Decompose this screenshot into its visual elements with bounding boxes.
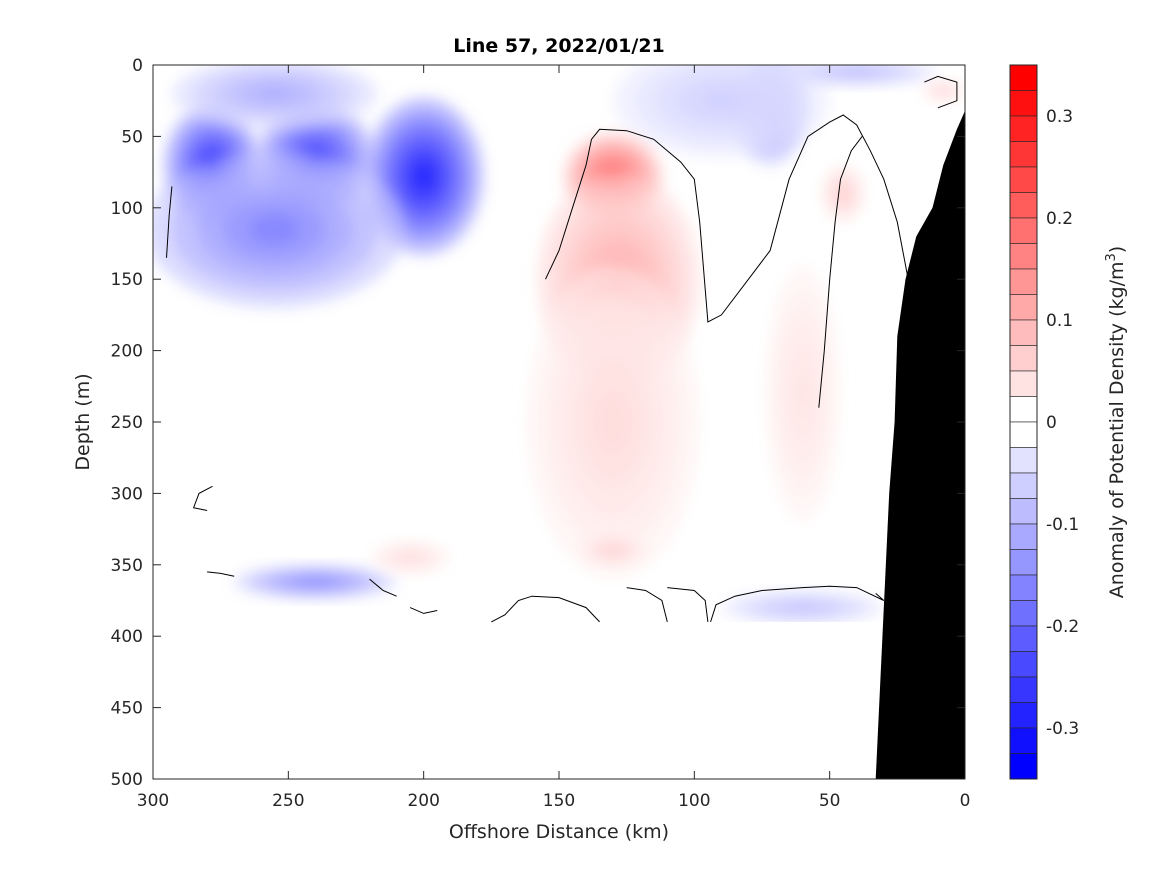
anomaly-negative-2 xyxy=(364,97,484,255)
colorbar-level-7 xyxy=(1009,243,1038,270)
colorbar-title-close: ) xyxy=(1106,246,1128,253)
colorbar-tick-label-5: -0.2 xyxy=(1046,617,1079,637)
anomaly-negative-3 xyxy=(153,150,405,308)
colorbar-level-22 xyxy=(1009,625,1038,652)
zero-contour-7 xyxy=(626,587,668,623)
anomaly-field xyxy=(153,65,965,622)
colorbar-level-19 xyxy=(1009,549,1038,576)
colorbar-level-21 xyxy=(1009,600,1038,627)
colorbar-frame xyxy=(1009,64,1038,780)
colorbar-level-25 xyxy=(1009,702,1038,729)
x-tick-label-250: 250 xyxy=(272,791,304,811)
x-axis: 300 250 200 150 100 50 0 xyxy=(137,65,971,811)
y-tick-label-450: 450 xyxy=(111,699,143,719)
x-tick-label-150: 150 xyxy=(543,791,575,811)
zero-contour-8 xyxy=(667,587,709,622)
y-tick-label-100: 100 xyxy=(111,199,143,219)
colorbar-level-10 xyxy=(1009,319,1038,346)
colorbar: 0.3 0.2 0.1 0 -0.1 -0.2 -0.3 Anomaly of Potent… xyxy=(1009,64,1128,780)
colorbar-level-16 xyxy=(1009,472,1038,499)
colorbar-level-26 xyxy=(1009,727,1038,754)
colorbar-level-5 xyxy=(1009,192,1038,219)
anomaly-positive-14 xyxy=(821,164,865,223)
colorbar-level-8 xyxy=(1009,268,1038,295)
zero-contour-1 xyxy=(166,186,173,258)
colorbar-level-14 xyxy=(1009,421,1038,448)
colorbar-tick-label-6: -0.3 xyxy=(1046,719,1079,739)
zero-contour-0 xyxy=(545,114,925,380)
anomaly-positive-15 xyxy=(764,264,841,522)
x-tick-label-200: 200 xyxy=(407,791,439,811)
y-tick-label-200: 200 xyxy=(111,342,143,362)
colorbar-title-exponent: 3 xyxy=(1104,253,1119,261)
y-tick-label-50: 50 xyxy=(121,127,143,147)
colorbar-level-15 xyxy=(1009,447,1038,474)
anomaly-positive-16 xyxy=(921,79,965,103)
anomaly-negative-8 xyxy=(721,590,884,622)
colorbar-level-2 xyxy=(1009,115,1038,142)
zero-contour-2 xyxy=(818,136,863,408)
colorbar-level-17 xyxy=(1009,498,1038,525)
x-tick-label-100: 100 xyxy=(678,791,710,811)
anomaly-negative-4 xyxy=(171,65,378,130)
plot-area: 300 250 200 150 100 50 0 050100150200250300350… xyxy=(111,56,971,811)
y-tick-label-300: 300 xyxy=(111,484,143,504)
colorbar-level-11 xyxy=(1009,345,1038,372)
zero-contour-9 xyxy=(369,578,397,597)
x-axis-title: Offshore Distance (km) xyxy=(449,821,669,843)
colorbar-title: Anomaly of Potential Density (kg/m3) xyxy=(1104,246,1128,598)
y-tick-label-0: 0 xyxy=(132,56,143,76)
y-tick-label-500: 500 xyxy=(111,770,143,790)
anomaly-positive-17 xyxy=(369,540,451,575)
anomaly-negative-7 xyxy=(234,564,397,600)
zero-contour-3 xyxy=(924,75,958,109)
colorbar-level-1 xyxy=(1009,90,1038,117)
colorbar-tick-label-0: 0.3 xyxy=(1046,107,1073,127)
zero-contour-11 xyxy=(710,585,885,623)
x-tick-label-50: 50 xyxy=(819,791,841,811)
anomaly-positive-12 xyxy=(526,264,700,580)
colorbar-tick-label-3: 0 xyxy=(1046,413,1057,433)
colorbar-level-3 xyxy=(1009,141,1038,168)
y-tick-label-400: 400 xyxy=(111,627,143,647)
colorbar-level-13 xyxy=(1009,396,1038,423)
colorbar-tick-label-1: 0.2 xyxy=(1046,209,1073,229)
zero-contour-6 xyxy=(491,595,600,623)
zero-contours xyxy=(166,75,958,623)
colorbar-level-6 xyxy=(1009,217,1038,244)
colorbar-level-4 xyxy=(1009,166,1038,193)
colorbar-level-24 xyxy=(1009,676,1038,703)
colorbar-level-9 xyxy=(1009,294,1038,321)
anomaly-negative-6 xyxy=(613,65,830,158)
colorbar-level-23 xyxy=(1009,651,1038,678)
anomaly-positive-13 xyxy=(580,536,646,565)
colorbar-levels xyxy=(1009,64,1038,780)
y-tick-label-150: 150 xyxy=(111,270,143,290)
colorbar-level-12 xyxy=(1009,370,1038,397)
zero-contour-4 xyxy=(192,485,213,511)
zero-contour-10 xyxy=(409,607,438,614)
y-tick-label-250: 250 xyxy=(111,413,143,433)
colorbar-level-27 xyxy=(1009,753,1038,780)
y-axis-title: Depth (m) xyxy=(72,373,94,470)
x-tick-label-300: 300 xyxy=(137,791,169,811)
y-tick-label-350: 350 xyxy=(111,556,143,576)
colorbar-tick-label-2: 0.1 xyxy=(1046,311,1073,331)
colorbar-level-20 xyxy=(1009,574,1038,601)
colorbar-level-0 xyxy=(1009,64,1038,91)
anomaly-negative-9 xyxy=(775,65,938,87)
chart-title: Line 57, 2022/01/21 xyxy=(453,35,665,57)
colorbar-title-text: Anomaly of Potential Density (kg/m xyxy=(1106,262,1128,599)
x-tick-label-0: 0 xyxy=(960,791,971,811)
bathymetry-seafloor xyxy=(875,110,965,779)
colorbar-tick-label-4: -0.1 xyxy=(1046,515,1079,535)
colorbar-ticks: 0.3 0.2 0.1 0 -0.1 -0.2 -0.3 xyxy=(1046,107,1079,739)
y-axis: 0 50 100 150 200 250 300 350 400 450 500 xyxy=(111,56,965,790)
zero-contour-5 xyxy=(207,571,235,577)
colorbar-level-18 xyxy=(1009,523,1038,550)
